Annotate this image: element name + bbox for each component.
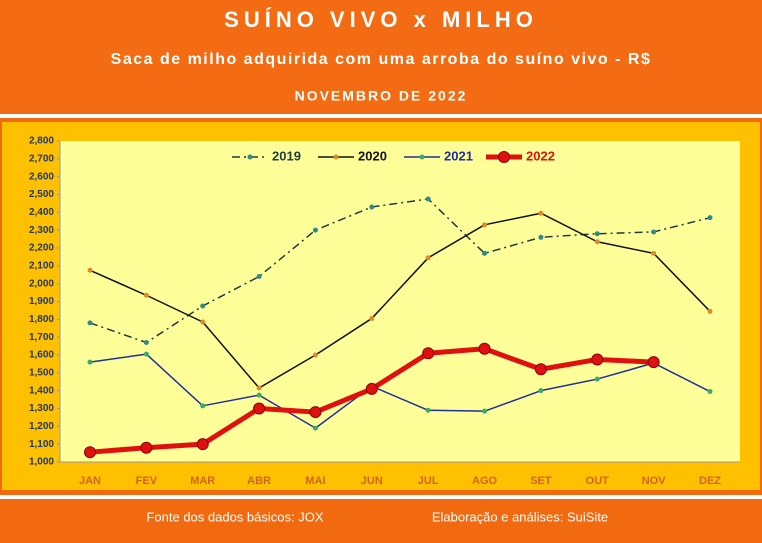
y-tick-label: 2,100 [29,260,54,271]
series-marker [200,303,206,309]
series-marker [140,441,153,454]
series-marker [482,408,488,414]
series-marker [594,231,600,237]
header-band [0,0,762,114]
series-marker [256,274,262,280]
credit-note: Elaboração e análises: SuiSite [432,509,608,524]
series-marker [482,250,488,256]
x-tick-label: FEV [136,475,158,487]
series-marker [87,359,93,365]
y-tick-label: 1,000 [29,457,54,468]
x-tick-label: JUL [418,475,439,487]
x-tick-label: MAI [305,475,325,487]
y-tick-label: 2,800 [29,136,54,147]
series-marker [196,438,209,451]
series-marker [369,315,375,321]
series-marker [256,385,262,391]
series-marker [365,382,378,395]
series-marker [538,234,544,240]
plot-area [60,141,740,462]
x-tick-label: AGO [472,475,498,487]
series-marker [707,215,713,221]
y-tick-label: 2,200 [29,243,54,254]
y-tick-label: 2,700 [29,153,54,164]
x-tick-label: OUT [586,475,610,487]
legend-label: 2019 [272,148,301,163]
y-tick-label: 1,400 [29,385,54,396]
series-marker [651,229,657,235]
series-marker [651,250,657,256]
y-tick-label: 1,600 [29,350,54,361]
chart-subtitle: Saca de milho adquirida com uma arroba d… [111,51,652,68]
x-tick-label: JUN [361,475,383,487]
x-tick-label: JAN [79,475,101,487]
series-marker [87,267,93,273]
y-tick-label: 2,500 [29,189,54,200]
series-marker [534,363,547,376]
y-tick-label: 1,700 [29,332,54,343]
y-tick-label: 2,000 [29,278,54,289]
legend-marker [498,151,510,163]
series-marker [707,308,713,314]
y-tick-label: 2,600 [29,171,54,182]
date-label: NOVEMBRO DE 2022 [295,88,468,104]
series-marker [594,239,600,245]
legend-marker [247,154,253,160]
series-marker [84,446,96,459]
series-marker [312,227,318,233]
y-tick-label: 1,200 [29,421,54,432]
series-marker [538,388,544,394]
series-line [89,212,711,389]
legend-label: 2022 [526,148,555,163]
y-tick-label: 1,500 [29,367,54,378]
legend-label: 2020 [358,148,387,163]
x-tick-label: NOV [642,475,667,487]
x-tick-label: SET [530,475,552,487]
series-marker [591,353,604,366]
series-marker [538,210,544,216]
series-marker [707,389,713,395]
x-tick-label: ABR [247,475,271,487]
series-marker [200,403,206,409]
series-marker [647,356,660,369]
series-marker [143,292,149,298]
x-tick-label: DEZ [699,475,721,487]
y-tick-label: 2,300 [29,225,54,236]
series-marker [200,319,206,325]
series-marker [478,342,491,355]
chart-title: SUÍNO VIVO x MILHO [224,7,538,32]
y-tick-label: 1,900 [29,296,54,307]
x-tick-label: MAR [190,475,215,487]
legend-label: 2021 [444,148,473,163]
series-marker [425,196,431,202]
y-tick-label: 1,100 [29,439,54,450]
footer-separator [0,495,762,499]
series-marker [369,204,375,210]
header-separator [0,114,762,118]
series-marker [312,425,318,431]
series-marker [253,402,266,415]
y-tick-label: 2,400 [29,207,54,218]
legend-marker [333,154,339,160]
source-note: Fonte dos dados básicos: JOX [146,509,323,524]
series-marker [425,407,431,413]
series-line [89,198,711,344]
series-marker [312,352,318,358]
y-tick-label: 1,300 [29,403,54,414]
series-marker [87,320,93,326]
series-line [89,353,711,429]
y-tick-label: 1,800 [29,314,54,325]
series-marker [143,351,149,357]
series-marker [482,222,488,228]
series-marker [594,376,600,382]
series-marker [256,392,262,398]
series-marker [422,347,435,360]
series-marker [425,255,431,261]
legend-marker [419,154,425,160]
series-marker [309,406,322,419]
series-marker [143,340,149,346]
